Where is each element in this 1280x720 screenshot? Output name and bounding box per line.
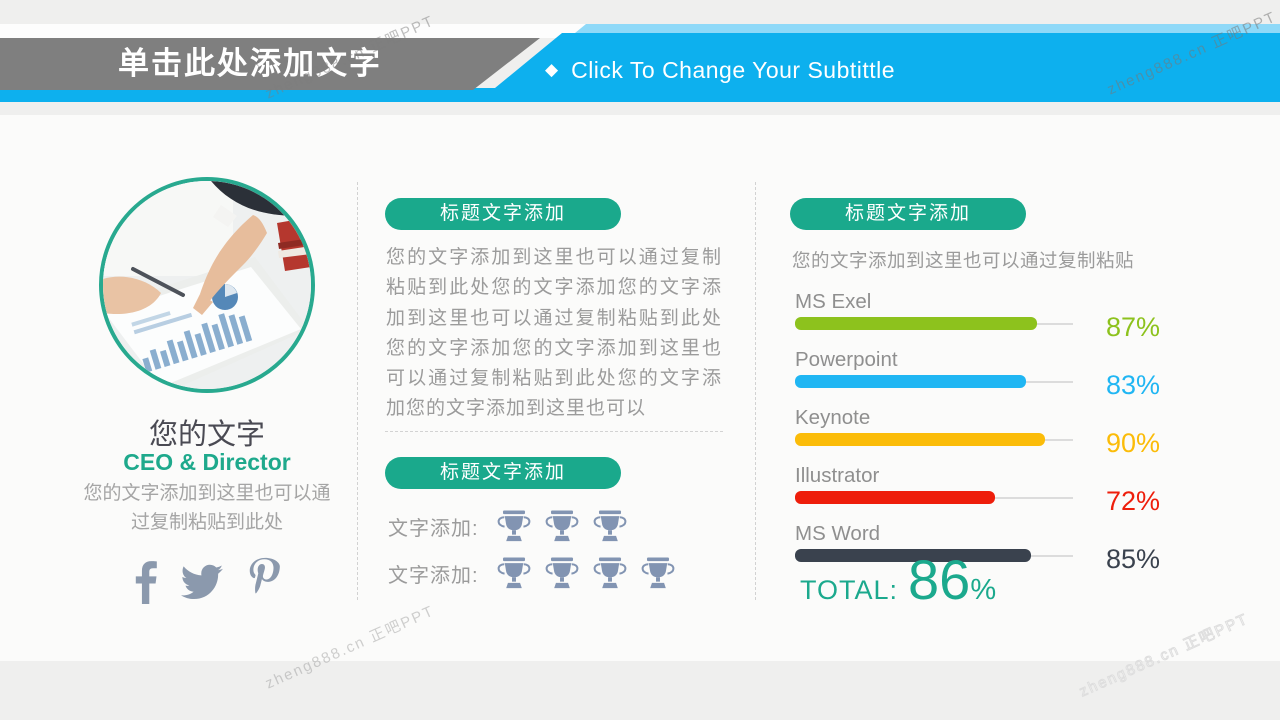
bar-value: 85% (1105, 544, 1160, 574)
column-divider (357, 182, 358, 600)
trophy-icons (495, 510, 629, 543)
subtitle-text: Click To Change Your Subtittle (571, 57, 896, 83)
trophy-icon (543, 557, 581, 590)
profile-photo (99, 177, 315, 393)
total-label: TOTAL: (800, 575, 899, 605)
bar-label: MS Exel (795, 290, 872, 313)
trophy-icon (495, 557, 533, 590)
award-rows: 文字添加: 文字添加: (388, 505, 728, 599)
chart-row: Keynote 90% (795, 406, 1160, 458)
chart-intro: 您的文字添加到这里也可以通过复制粘贴 (792, 250, 1135, 271)
facebook-icon[interactable] (131, 558, 159, 604)
chart-row: Powerpoint 83% (795, 348, 1160, 400)
bar-label: MS Word (795, 522, 881, 545)
chart-row: MS Word 85% (795, 522, 1160, 574)
twitter-icon[interactable] (176, 560, 228, 604)
bar-fill (795, 375, 1026, 388)
bar-value: 90% (1105, 428, 1160, 458)
bar-label: Illustrator (795, 464, 880, 487)
award-row: 文字添加: (388, 505, 728, 547)
header-gray-banner (0, 38, 540, 90)
social-links (60, 556, 354, 604)
bar-fill (795, 491, 996, 504)
bar (795, 549, 1073, 562)
chart-total: TOTAL: 86 % (800, 552, 996, 608)
award-label: 文字添加: (388, 564, 479, 587)
photo-illustration (103, 181, 311, 389)
pinterest-icon[interactable] (245, 556, 283, 604)
bar-value: 87% (1105, 312, 1160, 342)
award-row: 文字添加: (388, 552, 728, 594)
header-lightblue-stripe (575, 24, 1280, 33)
profile-description: 您的文字添加到这里也可以通过复制粘贴到此处 (83, 483, 331, 533)
bar (795, 491, 1073, 504)
subtitle: ◆ Click To Change Your Subtittle (545, 56, 895, 84)
section-title-pill[interactable]: 标题文字添加 (385, 198, 621, 230)
bar (795, 317, 1073, 330)
profile-role: CEO & Director (123, 449, 291, 475)
body-paragraph: 您的文字添加到这里也可以通过复制粘贴到此处您的文字添加您的文字添加到这里也可以通… (386, 247, 722, 420)
page-title: 单击此处添加文字 (118, 46, 382, 81)
trophy-icon (591, 557, 629, 590)
trophy-icons (495, 557, 677, 590)
chart-row: Illustrator 72% (795, 464, 1160, 516)
trophy-icon (639, 557, 677, 590)
bar-fill (795, 317, 1037, 330)
bar-label: Powerpoint (795, 348, 898, 371)
section-title-pill[interactable]: 标题文字添加 (385, 457, 621, 489)
chart-row: MS Exel 87% (795, 290, 1160, 342)
section-divider (385, 431, 723, 432)
trophy-icon (543, 510, 581, 543)
bar (795, 433, 1073, 446)
column-divider (755, 182, 756, 600)
diamond-bullet-icon: ◆ (545, 60, 559, 79)
skills-bar-chart: MS Exel 87% Powerpoint 83% Keynote 90% Illustr… (795, 290, 1160, 580)
bar (795, 375, 1073, 388)
bar-fill (795, 549, 1032, 562)
trophy-icon (591, 510, 629, 543)
bar-fill (795, 433, 1046, 446)
total-unit: % (970, 574, 997, 606)
trophy-icon (495, 510, 533, 543)
bar-value: 83% (1105, 370, 1160, 400)
bar-label: Keynote (795, 406, 871, 429)
section-title-pill[interactable]: 标题文字添加 (790, 198, 1026, 230)
profile-name: 您的文字 (148, 419, 265, 451)
award-label: 文字添加: (388, 517, 479, 540)
total-value: 86 (908, 548, 971, 611)
bar-value: 72% (1105, 486, 1160, 516)
